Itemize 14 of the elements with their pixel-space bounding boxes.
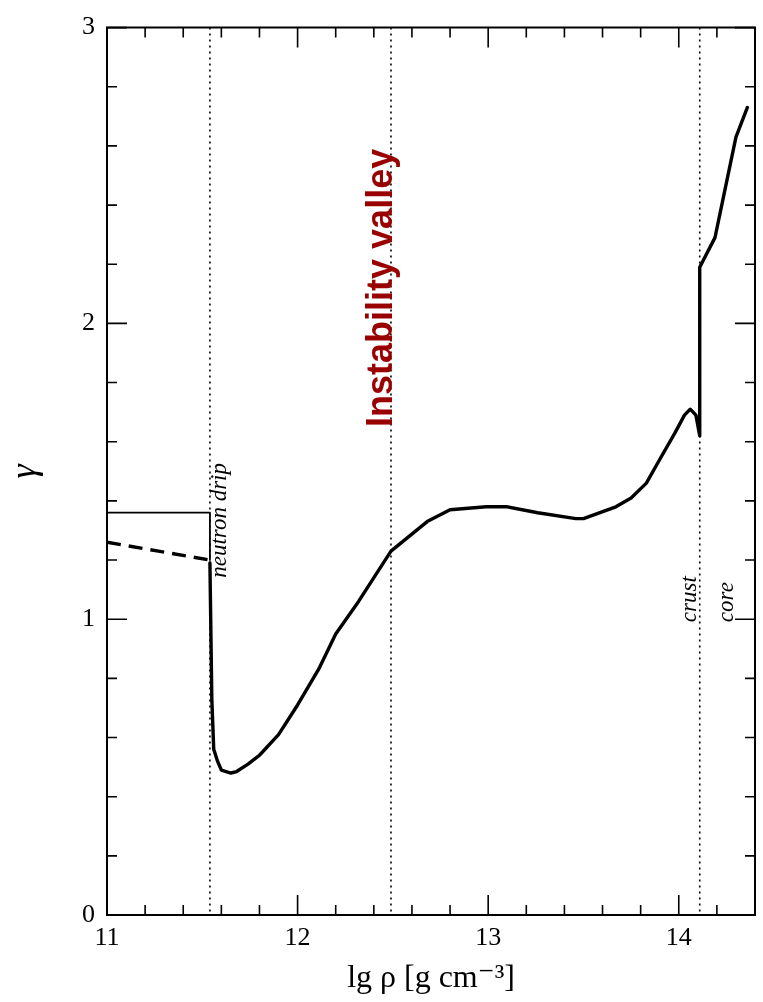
y-axis-title: γ bbox=[3, 463, 44, 479]
y-tick-label: 1 bbox=[82, 603, 95, 633]
annotation: Instability valley bbox=[359, 148, 401, 427]
x-tick-label: 14 bbox=[665, 922, 692, 952]
y-tick-label: 2 bbox=[82, 307, 95, 337]
y-tick-label: 0 bbox=[82, 898, 95, 928]
x-tick-label: 12 bbox=[284, 922, 311, 952]
x-axis-title: lg ρ [g cm⁻³] bbox=[347, 958, 515, 995]
annotation: crust bbox=[676, 575, 702, 623]
x-tick-label: 13 bbox=[475, 922, 502, 952]
y-tick-label: 3 bbox=[82, 11, 95, 41]
annotation: neutron drip bbox=[206, 462, 232, 578]
x-tick-label: 11 bbox=[94, 922, 120, 952]
annotation: core bbox=[713, 582, 739, 623]
